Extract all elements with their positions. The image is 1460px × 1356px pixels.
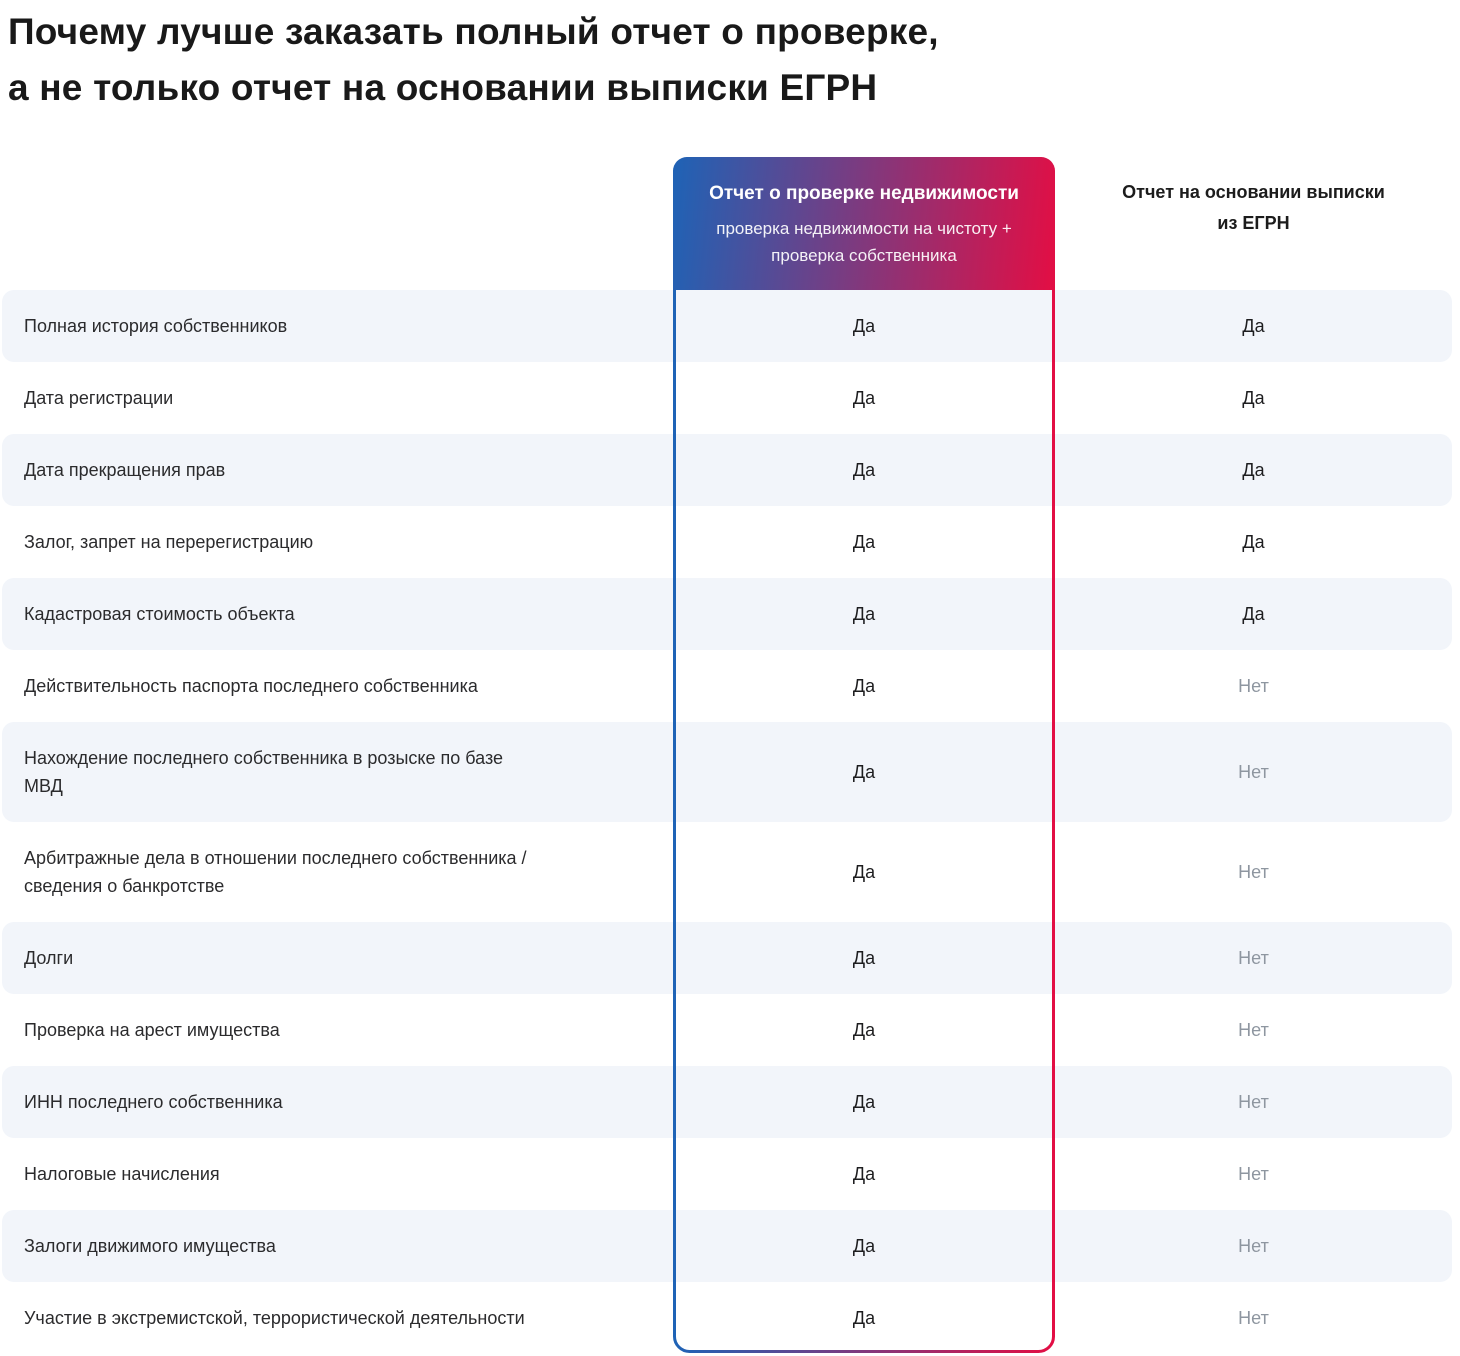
- full-report-cell: Да: [673, 1066, 1055, 1138]
- egrn-report-cell: Нет: [1055, 994, 1452, 1066]
- row-label: Дата прекращения прав: [24, 460, 226, 480]
- table-row: Залог, запрет на перерегистрацию Да Да: [2, 506, 1452, 578]
- egrn-report-value: Нет: [1238, 861, 1269, 882]
- table-row: Действительность паспорта последнего соб…: [2, 650, 1452, 722]
- egrn-report-value: Нет: [1238, 1091, 1269, 1112]
- row-label: Полная история собственников: [24, 316, 288, 336]
- egrn-report-value: Да: [1242, 459, 1265, 480]
- full-report-cell: Да: [673, 722, 1055, 822]
- table-row: Дата прекращения прав Да Да: [2, 434, 1452, 506]
- row-label: Участие в экстремистской, террористическ…: [24, 1308, 525, 1328]
- egrn-report-value: Нет: [1238, 761, 1269, 782]
- page-title-line-2: а не только отчет на основании выписки Е…: [8, 67, 878, 108]
- full-report-value: Да: [852, 761, 876, 782]
- egrn-report-value: Нет: [1238, 947, 1269, 968]
- full-report-cell: Да: [673, 290, 1055, 362]
- full-report-cell: Да: [673, 650, 1055, 722]
- row-label: Арбитражные дела в отношении последнего …: [24, 848, 527, 896]
- row-label: Долги: [24, 948, 74, 968]
- row-label: Дата регистрации: [24, 388, 174, 408]
- comparison-rows: Полная история собственников Да Да Дата рег…: [2, 290, 1452, 1354]
- egrn-report-value: Да: [1242, 315, 1265, 336]
- egrn-report-cell: Да: [1055, 290, 1452, 362]
- full-report-value: Да: [852, 531, 876, 552]
- full-report-cell: Да: [673, 922, 1055, 994]
- full-report-cell: Да: [673, 1138, 1055, 1210]
- egrn-report-value: Нет: [1238, 1235, 1269, 1256]
- egrn-report-value: Да: [1242, 603, 1265, 624]
- row-label: Нахождение последнего собственника в роз…: [24, 748, 504, 796]
- table-row: Долги Да Нет: [2, 922, 1452, 994]
- full-report-value: Да: [852, 387, 876, 408]
- egrn-report-value: Да: [1242, 387, 1265, 408]
- full-report-value: Да: [852, 1163, 876, 1184]
- table-row: Полная история собственников Да Да: [2, 290, 1452, 362]
- egrn-report-column-header: Отчет на основании выписки из ЕГРН: [1055, 157, 1452, 290]
- page-title-line-1: Почему лучше заказать полный отчет о про…: [8, 11, 939, 52]
- egrn-report-cell: Нет: [1055, 1066, 1452, 1138]
- table-row: Залоги движимого имущества Да Нет: [2, 1210, 1452, 1282]
- table-row: Дата регистрации Да Да: [2, 362, 1452, 434]
- page-title: Почему лучше заказать полный отчет о про…: [8, 4, 939, 116]
- full-report-value: Да: [852, 861, 876, 882]
- full-report-subtitle: проверка недвижимости на чистоту + прове…: [716, 219, 1012, 265]
- row-label: Налоговые начисления: [24, 1164, 220, 1184]
- egrn-report-cell: Нет: [1055, 722, 1452, 822]
- full-report-cell: Да: [673, 822, 1055, 922]
- full-report-value: Да: [852, 603, 876, 624]
- egrn-report-cell: Да: [1055, 578, 1452, 650]
- egrn-report-title: Отчет на основании выписки из ЕГРН: [1122, 182, 1385, 233]
- row-label: Проверка на арест имущества: [24, 1020, 280, 1040]
- row-label: Кадастровая стоимость объекта: [24, 604, 295, 624]
- egrn-report-value: Нет: [1238, 675, 1269, 696]
- egrn-report-cell: Да: [1055, 506, 1452, 578]
- full-report-value: Да: [852, 1019, 876, 1040]
- egrn-report-cell: Нет: [1055, 1282, 1452, 1354]
- egrn-report-cell: Нет: [1055, 1138, 1452, 1210]
- table-row: ИНН последнего собственника Да Нет: [2, 1066, 1452, 1138]
- full-report-cell: Да: [673, 362, 1055, 434]
- table-row: Кадастровая стоимость объекта Да Да: [2, 578, 1452, 650]
- full-report-value: Да: [852, 1235, 876, 1256]
- table-row: Участие в экстремистской, террористическ…: [2, 1282, 1452, 1354]
- full-report-value: Да: [852, 947, 876, 968]
- full-report-cell: Да: [673, 506, 1055, 578]
- row-label: Действительность паспорта последнего соб…: [24, 676, 478, 696]
- row-label: Залог, запрет на перерегистрацию: [24, 532, 314, 552]
- full-report-value: Да: [852, 459, 876, 480]
- table-row: Проверка на арест имущества Да Нет: [2, 994, 1452, 1066]
- egrn-report-value: Да: [1242, 531, 1265, 552]
- full-report-value: Да: [852, 675, 876, 696]
- egrn-report-cell: Да: [1055, 434, 1452, 506]
- egrn-report-cell: Нет: [1055, 822, 1452, 922]
- full-report-value: Да: [852, 1307, 876, 1328]
- egrn-report-value: Нет: [1238, 1307, 1269, 1328]
- full-report-cell: Да: [673, 578, 1055, 650]
- table-row: Нахождение последнего собственника в роз…: [2, 722, 1452, 822]
- full-report-cell: Да: [673, 1210, 1055, 1282]
- full-report-cell: Да: [673, 434, 1055, 506]
- egrn-report-value: Нет: [1238, 1163, 1269, 1184]
- full-report-value: Да: [852, 315, 876, 336]
- row-label: ИНН последнего собственника: [24, 1092, 283, 1112]
- egrn-report-cell: Нет: [1055, 1210, 1452, 1282]
- full-report-cell: Да: [673, 994, 1055, 1066]
- table-row: Арбитражные дела в отношении последнего …: [2, 822, 1452, 922]
- egrn-report-value: Нет: [1238, 1019, 1269, 1040]
- full-report-title: Отчет о проверке недвижимости: [709, 183, 1019, 204]
- egrn-report-cell: Нет: [1055, 922, 1452, 994]
- table-row: Налоговые начисления Да Нет: [2, 1138, 1452, 1210]
- egrn-report-cell: Да: [1055, 362, 1452, 434]
- egrn-report-cell: Нет: [1055, 650, 1452, 722]
- full-report-value: Да: [852, 1091, 876, 1112]
- full-report-cell: Да: [673, 1282, 1055, 1354]
- full-report-column-header: Отчет о проверке недвижимости проверка н…: [673, 157, 1055, 290]
- row-label: Залоги движимого имущества: [24, 1236, 276, 1256]
